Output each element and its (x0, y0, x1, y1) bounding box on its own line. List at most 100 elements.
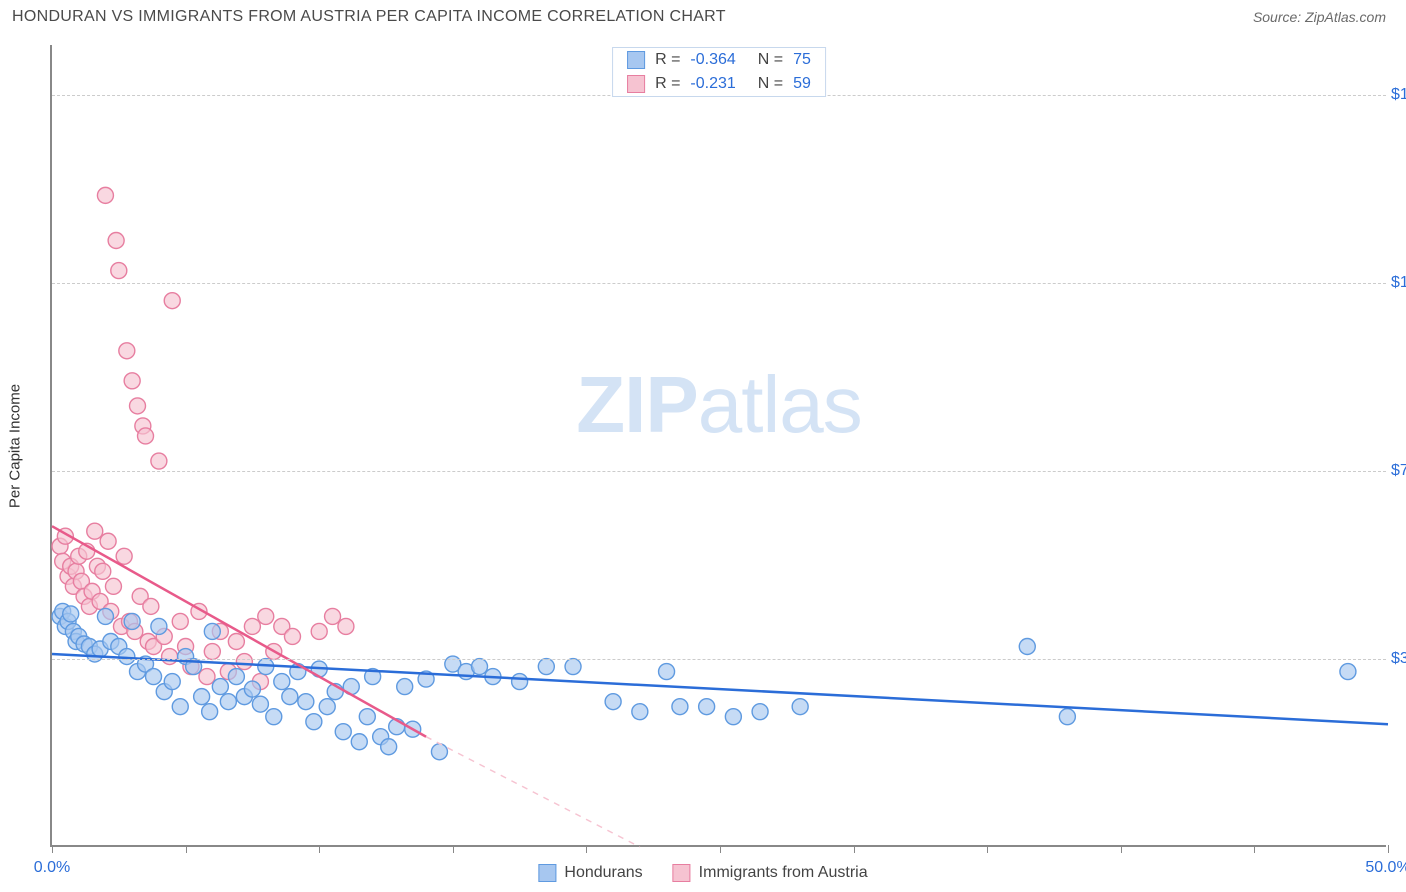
scatter-point (100, 533, 116, 549)
gridline (52, 659, 1386, 660)
scatter-point (95, 563, 111, 579)
scatter-point (338, 618, 354, 634)
stats-r-label: R = (655, 75, 680, 93)
scatter-point (605, 694, 621, 710)
scatter-point (397, 679, 413, 695)
scatter-point (204, 644, 220, 660)
chart-area: Per Capita Income ZIPatlas R = -0.364N =… (50, 45, 1386, 847)
scatter-point (199, 669, 215, 685)
scatter-point (116, 548, 132, 564)
scatter-point (431, 744, 447, 760)
stats-n-label: N = (758, 75, 783, 93)
plot-svg (52, 45, 1386, 845)
scatter-point (194, 689, 210, 705)
gridline (52, 471, 1386, 472)
stats-n-label: N = (758, 51, 783, 69)
y-tick-label: $150,000 (1391, 86, 1406, 104)
legend-label: Immigrants from Austria (699, 864, 868, 882)
scatter-point (306, 714, 322, 730)
scatter-point (298, 694, 314, 710)
x-tick (987, 845, 988, 853)
scatter-point (162, 649, 178, 665)
scatter-point (138, 428, 154, 444)
scatter-point (151, 453, 167, 469)
scatter-point (512, 674, 528, 690)
scatter-point (97, 608, 113, 624)
scatter-point (699, 699, 715, 715)
scatter-point (228, 633, 244, 649)
plot-region: ZIPatlas R = -0.364N = 75R = -0.231N = 5… (50, 45, 1386, 847)
scatter-point (108, 232, 124, 248)
stats-r-value: -0.231 (690, 75, 735, 93)
scatter-point (335, 724, 351, 740)
scatter-point (204, 623, 220, 639)
x-tick (319, 845, 320, 853)
scatter-point (143, 598, 159, 614)
scatter-point (244, 618, 260, 634)
scatter-point (124, 613, 140, 629)
x-tick (453, 845, 454, 853)
scatter-point (284, 628, 300, 644)
scatter-point (130, 398, 146, 414)
legend-swatch (538, 864, 556, 882)
x-tick (720, 845, 721, 853)
chart-title: HONDURAN VS IMMIGRANTS FROM AUSTRIA PER … (12, 8, 726, 26)
x-tick (586, 845, 587, 853)
legend-swatch (627, 75, 645, 93)
scatter-point (282, 689, 298, 705)
scatter-point (252, 696, 268, 712)
scatter-point (164, 293, 180, 309)
scatter-point (212, 679, 228, 695)
scatter-point (258, 608, 274, 624)
legend-swatch (673, 864, 691, 882)
regression-line-extrapolated (426, 737, 640, 847)
scatter-point (1019, 639, 1035, 655)
scatter-point (325, 608, 341, 624)
scatter-point (172, 699, 188, 715)
scatter-point (228, 669, 244, 685)
stats-row: R = -0.231 N = 59 (613, 72, 825, 96)
y-tick-label: $75,000 (1391, 462, 1406, 480)
stats-r-value: -0.364 (690, 51, 735, 69)
scatter-point (236, 654, 252, 670)
scatter-point (124, 373, 140, 389)
chart-source: Source: ZipAtlas.com (1253, 9, 1386, 25)
chart-header: HONDURAN VS IMMIGRANTS FROM AUSTRIA PER … (0, 0, 1406, 34)
scatter-point (111, 263, 127, 279)
scatter-point (752, 704, 768, 720)
legend-label: Hondurans (564, 864, 642, 882)
scatter-point (244, 681, 260, 697)
x-tick (52, 845, 53, 853)
y-tick-label: $112,500 (1391, 274, 1406, 292)
scatter-point (220, 694, 236, 710)
scatter-point (381, 739, 397, 755)
scatter-point (119, 343, 135, 359)
x-tick-label: 0.0% (34, 859, 70, 877)
legend-item: Hondurans (538, 864, 642, 882)
scatter-point (538, 659, 554, 675)
bottom-legend: Hondurans Immigrants from Austria (538, 864, 867, 882)
x-tick (186, 845, 187, 853)
stats-r-label: R = (655, 51, 680, 69)
gridline (52, 283, 1386, 284)
stats-n-value: 75 (793, 51, 811, 69)
scatter-point (351, 734, 367, 750)
scatter-point (359, 709, 375, 725)
regression-line (52, 526, 426, 737)
scatter-point (202, 704, 218, 720)
scatter-point (1340, 664, 1356, 680)
scatter-point (151, 618, 167, 634)
scatter-point (164, 674, 180, 690)
y-tick-label: $37,500 (1391, 650, 1406, 668)
scatter-point (725, 709, 741, 725)
stats-n-value: 59 (793, 75, 811, 93)
y-axis-label: Per Capita Income (7, 384, 24, 508)
scatter-point (472, 659, 488, 675)
scatter-point (792, 699, 808, 715)
scatter-point (146, 669, 162, 685)
scatter-point (319, 699, 335, 715)
scatter-point (565, 659, 581, 675)
stats-row: R = -0.364 N = 75 (613, 48, 825, 72)
x-tick (1121, 845, 1122, 853)
correlation-stats-box: R = -0.364 N = 75 R = -0.231 N = 59 (612, 47, 826, 97)
